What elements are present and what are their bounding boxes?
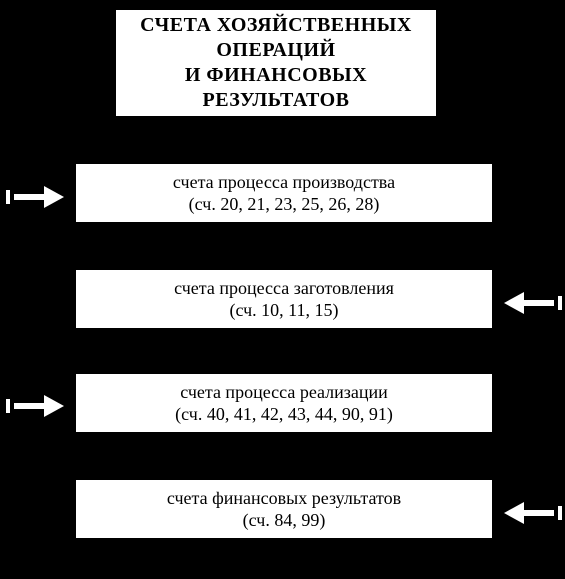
arrow-right-icon <box>6 391 70 421</box>
title-line-3: И ФИНАНСОВЫХ <box>185 63 367 88</box>
title-box: СЧЕТА ХОЗЯЙСТВЕННЫХ ОПЕРАЦИЙ И ФИНАНСОВЫ… <box>114 8 438 118</box>
title-line-2: ОПЕРАЦИЙ <box>216 38 335 63</box>
title-line-1: СЧЕТА ХОЗЯЙСТВЕННЫХ <box>140 13 412 38</box>
item-sub: (сч. 20, 21, 23, 25, 26, 28) <box>189 193 380 216</box>
item-main: счета финансовых результатов <box>167 487 401 510</box>
item-box-sales: счета процесса реализации (сч. 40, 41, 4… <box>74 372 494 434</box>
item-sub: (сч. 84, 99) <box>243 509 326 532</box>
item-box-financial-results: счета финансовых результатов (сч. 84, 99… <box>74 478 494 540</box>
item-box-procurement: счета процесса заготовления (сч. 10, 11,… <box>74 268 494 330</box>
title-line-4: РЕЗУЛЬТАТОВ <box>202 88 349 113</box>
arrow-right-icon <box>6 182 70 212</box>
item-sub: (сч. 40, 41, 42, 43, 44, 90, 91) <box>175 403 393 426</box>
item-main: счета процесса реализации <box>180 381 388 404</box>
item-main: счета процесса заготовления <box>174 277 394 300</box>
item-main: счета процесса производства <box>173 171 395 194</box>
arrow-left-icon <box>498 498 562 528</box>
arrow-left-icon <box>498 288 562 318</box>
item-box-production: счета процесса производства (сч. 20, 21,… <box>74 162 494 224</box>
item-sub: (сч. 10, 11, 15) <box>229 299 338 322</box>
